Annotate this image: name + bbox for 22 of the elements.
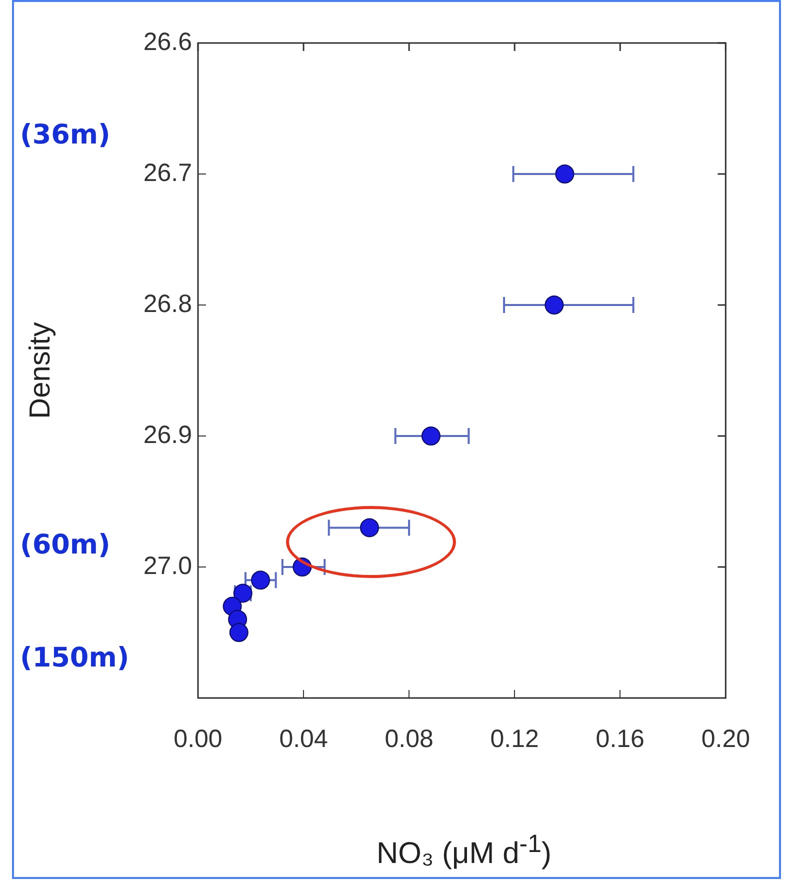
point (229, 623, 248, 642)
y-axis-title: Density (24, 322, 56, 419)
y-tick-label: 26.8 (143, 290, 192, 318)
y-tick-label: 27.0 (143, 552, 192, 580)
text: (150m) (20, 642, 130, 674)
x-tick-label: 0.04 (279, 724, 328, 753)
y-tick-label: 26.9 (143, 420, 192, 449)
point (421, 426, 440, 446)
point (251, 570, 270, 590)
y-tick-label: 26.7 (143, 158, 192, 187)
x-tick-label: 0.20 (701, 724, 750, 753)
point (360, 518, 379, 538)
text: (60m) (20, 530, 110, 560)
x-axis-title: NO₃ (μM d$^{-1}$) (375, 830, 553, 871)
x-tick-label: 0.16 (596, 724, 644, 753)
y-tick-label: 26.6 (143, 28, 192, 56)
point (544, 296, 564, 314)
x-tick-label: 0.00 (174, 724, 222, 753)
x-tick-label: 0.08 (384, 724, 434, 753)
x-tick-label: 0.12 (490, 724, 539, 753)
point (555, 164, 574, 184)
text: (36m) (20, 120, 110, 150)
